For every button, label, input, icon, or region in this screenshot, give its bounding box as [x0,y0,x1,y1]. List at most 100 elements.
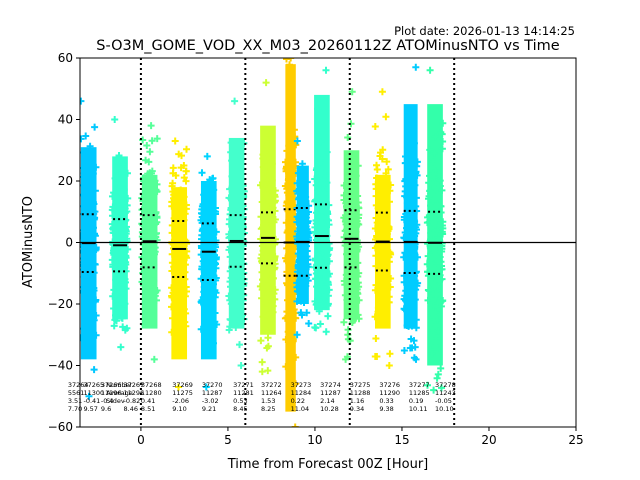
scatter-bin [138,122,161,363]
scatter-points [293,137,313,339]
annotation-line: 9.6 [101,405,111,413]
annotation-line: 37271 [233,381,254,389]
bin-annotation: 37273 11284 0.22 11.04 [291,381,312,413]
annotation-line: 0.53 [233,397,247,405]
annotation-line: 0.19 [409,397,423,405]
bin-annotation: 37268 11280 0.41 8.51 [141,381,162,413]
annotation-line: Stdev [106,397,125,405]
annotation-line: 8.25 [261,405,275,413]
annotation-line: 9.10 [172,405,186,413]
annotation-line: 11296 [101,389,122,397]
annotation-line: 37278 [435,381,456,389]
y-tick-label: −60 [48,420,73,434]
scatter-points [256,79,279,376]
x-tick-label: 25 [568,433,583,447]
annotation-line: 7.70 [68,405,82,413]
annotation-line: 37270 [202,381,223,389]
x-tick-label: 15 [394,433,409,447]
plot-date: Plot date: 2026-01-13 14:14:25 [394,24,575,38]
bin-annotation: Number Average Stdev [106,381,133,405]
annotation-line: 0.22 [291,397,305,405]
annotation-line: 11284 [291,389,312,397]
scatter-bin [340,88,363,363]
annotation-line: 11287 [202,389,223,397]
annotation-line: Number [106,381,132,389]
annotation-line: 9.34 [350,405,364,413]
scatter-points [168,137,191,391]
annotation-line: 37265 [83,381,104,389]
scatter-points [371,88,395,369]
plot-area [80,58,576,427]
x-tick-label: 0 [137,433,145,447]
annotation-line: 2.14 [320,397,334,405]
annotation-line: 37267 [124,381,145,389]
annotation-line: 37275 [350,381,371,389]
scatter-bin [80,97,100,400]
annotation-line: 9.21 [202,405,216,413]
bin-annotation: 37266 11296 -0.4 9.6 [101,381,122,413]
annotation-line: -2.06 [172,397,189,405]
annotation-line: 11285 [409,389,430,397]
bin-annotation: 37275 11288 1.16 9.34 [350,381,371,413]
scatter-bin [225,97,248,369]
chart-title: S-O3M_GOME_VOD_XX_M03_20260112Z ATOMinus… [96,38,560,54]
y-tick-label: 0 [65,236,73,250]
annotation-line: 1.16 [350,397,364,405]
scatter-bin [108,116,132,351]
annotation-line: 11280 [141,389,162,397]
annotation-line: 37268 [141,381,162,389]
scatter-bin [168,137,191,391]
bin-annotation: 37276 11290 0.33 9.38 [379,381,400,413]
scatter-points [423,66,447,394]
x-tick-label: 10 [307,433,322,447]
scatter-points [80,97,100,400]
annotation-line: 11296 [124,389,145,397]
y-tick-label: 40 [58,113,73,127]
y-axis-label: ATOMinusNTO [21,196,36,288]
annotation-line: 37276 [379,381,400,389]
annotation-line: 9.57 [83,405,97,413]
bin-annotation: 37267 11296 -0.82 8.46 [124,381,145,413]
annotation-line: 3.51 [68,397,82,405]
scatter-bin [310,66,334,336]
scatter-points [281,58,300,427]
bin-annotation: 37274 11287 2.14 10.28 [320,381,341,413]
annotation-line: 11300 [83,389,104,397]
annotation-line: -0.05 [435,397,452,405]
y-tick-label: −20 [48,297,73,311]
annotation-line: 37266 [101,381,122,389]
scatter-points [225,97,248,369]
bin-annotation: 37264 5561 3.51 7.70 [68,381,89,413]
annotation-line: 11264 [261,389,282,397]
y-tick-label: 60 [58,51,73,65]
y-tick-label: 20 [58,174,73,188]
annotation-line: 11288 [350,389,371,397]
annotation-line: 37277 [409,381,430,389]
y-tick-label: −40 [48,359,73,373]
annotation-line: 0.41 [141,397,155,405]
annotation-line: -0.82 [124,397,141,405]
annotation-line: 1.53 [261,397,275,405]
annotation-line: 11243 [435,389,456,397]
annotation-line: 9.38 [379,405,393,413]
annotation-line: 5561 [68,389,85,397]
scatter-bin [400,63,422,363]
annotation-line: 8.45 [233,405,247,413]
annotation-line: 37272 [261,381,282,389]
annotation-line: 37273 [291,381,312,389]
x-axis-label: Time from Forecast 00Z [Hour] [227,457,429,472]
annotation-line: -0.4 [101,397,114,405]
scatter-bin [256,79,279,376]
bin-annotation: 37269 11275 -2.06 9.10 [172,381,193,413]
bin-annotation: 37272 11264 1.53 8.25 [261,381,282,413]
annotation-line: 8.51 [141,405,155,413]
bin-annotation: 37265 11300 -0.41 9.57 [83,381,104,413]
scatter-points [138,122,161,363]
annotation-line: 10.11 [409,405,428,413]
scatter-bin [293,137,313,339]
annotation-line: 11290 [379,389,400,397]
bin-annotation: 37270 11287 -3.02 9.21 [202,381,223,413]
annotation-line: Average [106,389,133,397]
x-tick-label: 5 [224,433,232,447]
